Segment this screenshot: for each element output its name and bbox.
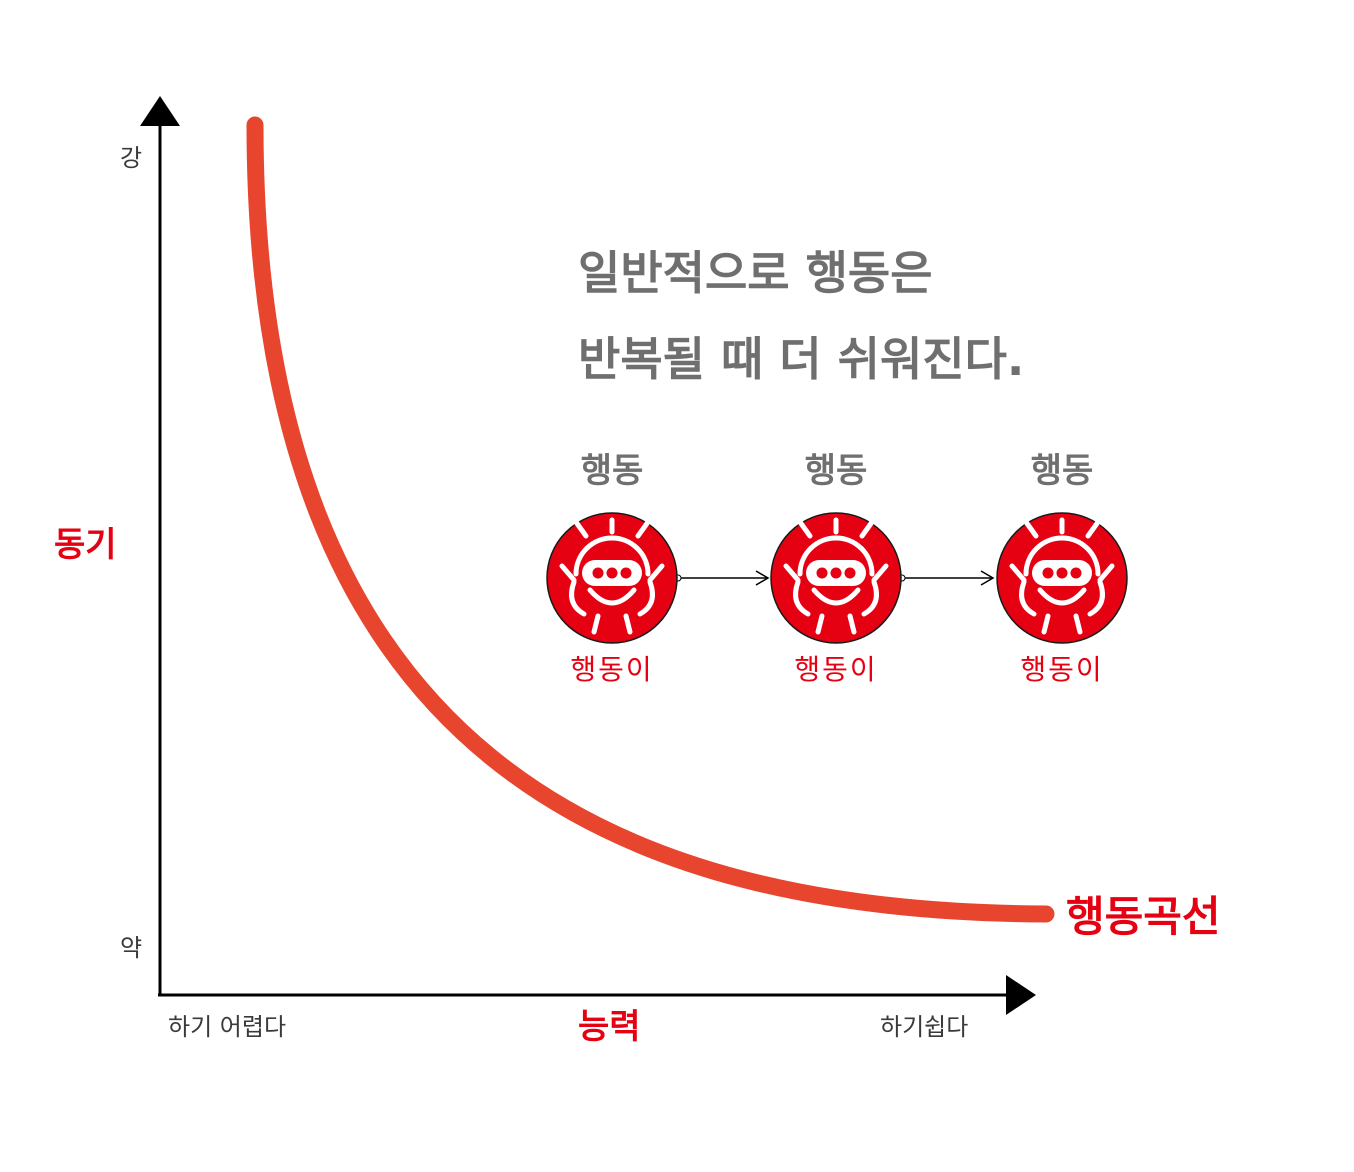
character-name-2: 행동이 <box>794 653 878 686</box>
step-connector-1 <box>674 570 770 586</box>
step-connector-2 <box>898 570 995 586</box>
y-axis-arrowhead <box>140 96 180 126</box>
character-icon-1 <box>546 512 678 644</box>
x-axis-arrowhead <box>1006 975 1036 1015</box>
x-axis-title: 능력 <box>578 1007 641 1047</box>
x-axis-right-label: 하기쉽다 <box>880 1013 969 1041</box>
y-axis-title: 동기 <box>54 525 117 565</box>
step-title-2: 행동 <box>804 451 868 491</box>
curve-label: 행동곡선 <box>1066 892 1221 941</box>
behavior-curve <box>246 116 1055 923</box>
y-axis-high-label: 강 <box>120 144 143 172</box>
x-axis-left-label: 하기 어렵다 <box>168 1013 287 1041</box>
character-name-3: 행동이 <box>1020 653 1104 686</box>
character-icon-2 <box>770 512 902 644</box>
character-name-1: 행동이 <box>570 653 654 686</box>
step-title-1: 행동 <box>580 451 644 491</box>
character-icon-3 <box>996 512 1128 644</box>
headline-line-2: 반복될 때 더 쉬워진다. <box>578 332 1025 386</box>
headline-line-1: 일반적으로 행동은 <box>578 246 933 300</box>
step-title-3: 행동 <box>1030 451 1094 491</box>
y-axis-low-label: 약 <box>120 934 143 962</box>
